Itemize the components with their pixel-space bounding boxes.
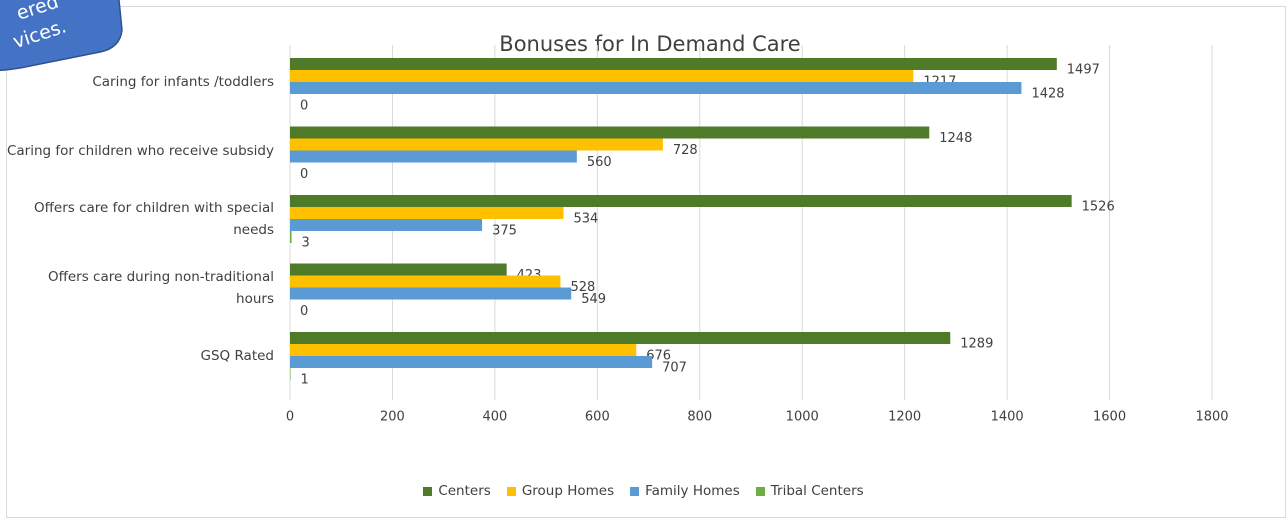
bar	[290, 264, 507, 276]
bar	[290, 151, 577, 163]
data-label: 0	[300, 304, 308, 319]
legend-item: Family Homes	[630, 483, 740, 499]
y-tick-label: Offers care for children with special ne…	[6, 197, 274, 241]
data-label: 3	[302, 236, 310, 251]
data-label: 1	[301, 373, 309, 388]
data-label: 0	[300, 167, 308, 182]
bar	[290, 195, 1072, 207]
legend-label: Family Homes	[645, 483, 740, 499]
data-label: 560	[587, 155, 612, 170]
bar	[290, 332, 950, 344]
data-label: 1248	[939, 131, 972, 146]
data-label: 0	[300, 99, 308, 114]
legend-swatch	[507, 487, 516, 496]
legend: Centers Group Homes Family Homes Tribal Cen…	[0, 483, 1287, 499]
y-tick-label: Caring for children who receive subsidy	[6, 140, 274, 162]
y-tick-label: Caring for infants /toddlers	[6, 71, 274, 93]
bar	[290, 288, 571, 300]
y-tick-label: GSQ Rated	[6, 345, 274, 367]
bar	[290, 368, 291, 380]
data-label: 534	[574, 212, 599, 227]
legend-item: Centers	[423, 483, 490, 499]
x-tick-label: 1400	[991, 410, 1024, 425]
data-label: 375	[492, 224, 517, 239]
legend-label: Group Homes	[522, 483, 614, 499]
bar	[290, 82, 1021, 94]
data-label: 1428	[1031, 87, 1064, 102]
legend-label: Tribal Centers	[771, 483, 864, 499]
chart-title: Bonuses for In Demand Care	[499, 32, 800, 56]
data-label: 1526	[1082, 200, 1115, 215]
callout: ered vices.	[0, 0, 122, 71]
page: Bonuses for In Demand Care 0 200 400 600 800…	[0, 0, 1287, 519]
bar	[290, 219, 482, 231]
bar	[290, 139, 663, 151]
legend-label: Centers	[438, 483, 490, 499]
legend-swatch	[630, 487, 639, 496]
x-tick-label: 400	[482, 410, 507, 425]
data-label: 549	[581, 292, 606, 307]
x-tick-label: 1600	[1093, 410, 1126, 425]
bar	[290, 58, 1057, 70]
bar	[290, 344, 636, 356]
x-tick-label: 800	[687, 410, 712, 425]
legend-swatch	[756, 487, 765, 496]
legend-swatch	[423, 487, 432, 496]
data-label: 707	[662, 361, 687, 376]
x-tick-label: 200	[380, 410, 405, 425]
bar	[290, 207, 564, 219]
data-label: 1497	[1067, 63, 1100, 78]
bar	[290, 70, 913, 82]
y-tick-label: Offers care during non-traditional hours	[6, 266, 274, 310]
x-tick-label: 1000	[786, 410, 819, 425]
data-label: 1289	[960, 337, 993, 352]
bar	[290, 231, 292, 243]
plot-area: 0200400600800100012001400160018001497121…	[286, 45, 1229, 425]
legend-item: Tribal Centers	[756, 483, 864, 499]
bar	[290, 127, 929, 139]
x-tick-label: 0	[286, 410, 294, 425]
bar	[290, 276, 560, 288]
x-tick-label: 1800	[1195, 410, 1228, 425]
x-tick-label: 1200	[888, 410, 921, 425]
bar	[290, 356, 652, 368]
x-tick-label: 600	[585, 410, 610, 425]
legend-item: Group Homes	[507, 483, 614, 499]
data-label: 728	[673, 143, 698, 158]
